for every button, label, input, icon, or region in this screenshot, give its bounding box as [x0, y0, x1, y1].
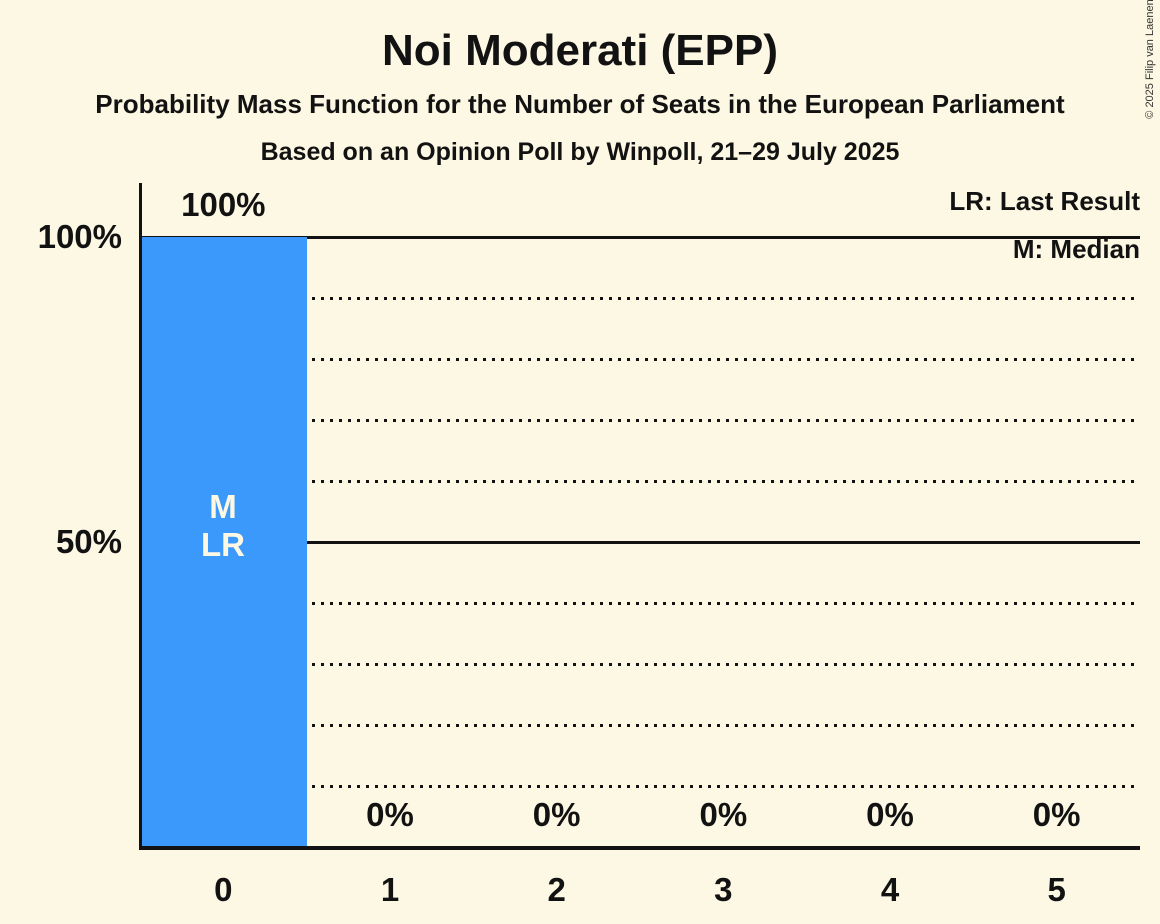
- bar-value-label-0: 100%: [181, 186, 266, 223]
- chart-title: Noi Moderati (EPP): [381, 26, 779, 75]
- bar-value-label-2: 0%: [532, 796, 581, 833]
- gridline-40pct: [141, 601, 1140, 605]
- legend-last-result: LR: Last Result: [949, 186, 1140, 216]
- gridline-80pct: [141, 357, 1140, 361]
- median-marker: M: [209, 488, 237, 525]
- x-tick-label-0: 0: [214, 871, 233, 908]
- gridline-50pct: [141, 540, 1140, 544]
- x-axis-line: [139, 846, 1140, 850]
- y-axis-line: [139, 183, 142, 849]
- x-tick-label-1: 1: [380, 871, 400, 908]
- poll-source-line: Based on an Opinion Poll by Winpoll, 21–…: [260, 138, 900, 166]
- gridline-70pct: [141, 418, 1140, 422]
- x-tick-label-5: 5: [1047, 871, 1066, 908]
- bar-marker-labels: M LR: [143, 488, 303, 564]
- legend-median: M: Median: [1012, 234, 1140, 264]
- bar-value-label-5: 0%: [1032, 796, 1081, 833]
- bar-value-label-4: 0%: [866, 796, 914, 833]
- gridline-90pct: [141, 296, 1140, 300]
- gridline-10pct: [141, 784, 1140, 788]
- gridline-20pct: [141, 723, 1140, 727]
- x-tick-label-2: 2: [547, 871, 566, 908]
- last-result-marker: LR: [201, 526, 245, 563]
- copyright-notice: © 2025 Filip van Laenen: [1144, 0, 1156, 119]
- gridline-100pct: [141, 235, 1140, 239]
- x-tick-label-4: 4: [880, 871, 900, 908]
- x-tick-label-3: 3: [714, 871, 733, 908]
- gridline-60pct: [141, 479, 1140, 483]
- y-tick-label-100pct: 100%: [37, 218, 122, 255]
- chart-subtitle: Probability Mass Function for the Number…: [95, 89, 1065, 119]
- bar-value-label-1: 0%: [366, 796, 414, 833]
- gridline-30pct: [141, 662, 1140, 666]
- bar-value-label-3: 0%: [699, 796, 748, 833]
- y-tick-label-50pct: 50%: [55, 523, 122, 560]
- bar-seats-0: [142, 237, 307, 847]
